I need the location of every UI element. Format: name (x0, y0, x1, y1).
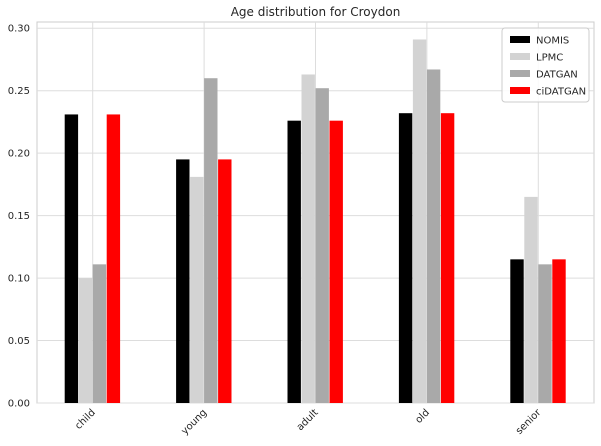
bar-lpmc-child (78, 278, 93, 403)
legend-box (501, 27, 590, 103)
y-tick-label: 0.10 (8, 274, 30, 285)
legend-swatch-lpmc (510, 53, 530, 60)
x-axis: child young adult old senior (73, 407, 544, 437)
bar-datgan-old (426, 69, 441, 404)
bar-nomis-old (398, 113, 413, 404)
bar-datgan-adult (315, 88, 329, 404)
bars (64, 39, 566, 404)
legend-swatch-cidatgan (510, 87, 530, 94)
legend-swatch-datgan (510, 70, 530, 77)
bar-nomis-adult (287, 120, 301, 404)
y-tick-label: 0.00 (8, 399, 30, 410)
x-tick-label: senior (514, 407, 544, 437)
legend-swatch-nomis (510, 36, 530, 43)
y-axis: 0.00 0.05 0.10 0.15 0.20 0.25 0.30 (8, 24, 30, 410)
chart-title: Age distribution for Croydon (231, 5, 401, 19)
bar-cidatgan-young (218, 159, 232, 403)
bar-lpmc-old (412, 39, 427, 403)
bar-datgan-young (204, 78, 218, 404)
y-tick-label: 0.05 (8, 336, 30, 347)
bar-nomis-child (64, 114, 79, 404)
legend: NOMIS LPMC DATGAN ciDATGAN (501, 27, 590, 103)
x-tick-label: adult (295, 407, 321, 433)
bar-cidatgan-old (440, 113, 455, 404)
legend-label-datgan: DATGAN (536, 70, 578, 81)
y-tick-label: 0.25 (8, 86, 30, 97)
y-tick-label: 0.15 (8, 211, 30, 222)
x-tick-label: young (179, 407, 209, 437)
legend-label-cidatgan: ciDATGAN (536, 87, 586, 98)
bar-lpmc-adult (301, 74, 315, 403)
bar-lpmc-young (190, 176, 204, 403)
bar-cidatgan-senior (552, 259, 566, 403)
legend-label-nomis: NOMIS (536, 36, 569, 47)
bar-cidatgan-child (106, 114, 121, 404)
x-tick-label: old (413, 407, 432, 426)
x-tick-label: child (73, 407, 98, 432)
bar-datgan-child (92, 264, 107, 403)
y-tick-label: 0.30 (8, 24, 30, 35)
bar-datgan-senior (538, 264, 552, 403)
bar-nomis-senior (510, 259, 524, 403)
y-tick-label: 0.20 (8, 149, 30, 160)
legend-label-lpmc: LPMC (536, 53, 563, 64)
bar-lpmc-senior (524, 196, 538, 403)
bar-nomis-young (176, 159, 190, 403)
bar-cidatgan-adult (329, 120, 343, 404)
